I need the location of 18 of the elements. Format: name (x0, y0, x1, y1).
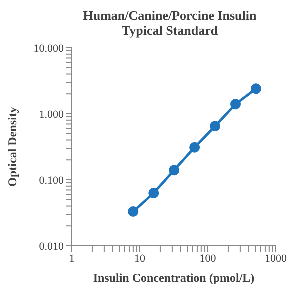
point (148, 188, 160, 198)
y-tick-label: 0.100 (39, 174, 64, 187)
x-tick-label: 100 (200, 252, 217, 265)
y-tick-label: 0.010 (39, 240, 64, 253)
x-axis-title: Insulin Concentration (pmol/L) (93, 271, 255, 285)
point (230, 99, 242, 110)
point (128, 206, 139, 218)
point (169, 165, 180, 176)
point (250, 84, 262, 94)
y-tick-label: 1.000 (39, 108, 64, 121)
x-tick-label: 1 (69, 252, 75, 265)
chart-title: Human/Canine/Porcine Insulin Typical Standard (82, 8, 258, 38)
x-tick-label: 10 (134, 252, 146, 265)
y-tick-label: 10.000 (34, 42, 64, 55)
x-tick-label: 1000 (265, 252, 288, 265)
point (190, 142, 200, 153)
y-axis-title: Optical Density (5, 107, 20, 187)
point (210, 121, 221, 132)
